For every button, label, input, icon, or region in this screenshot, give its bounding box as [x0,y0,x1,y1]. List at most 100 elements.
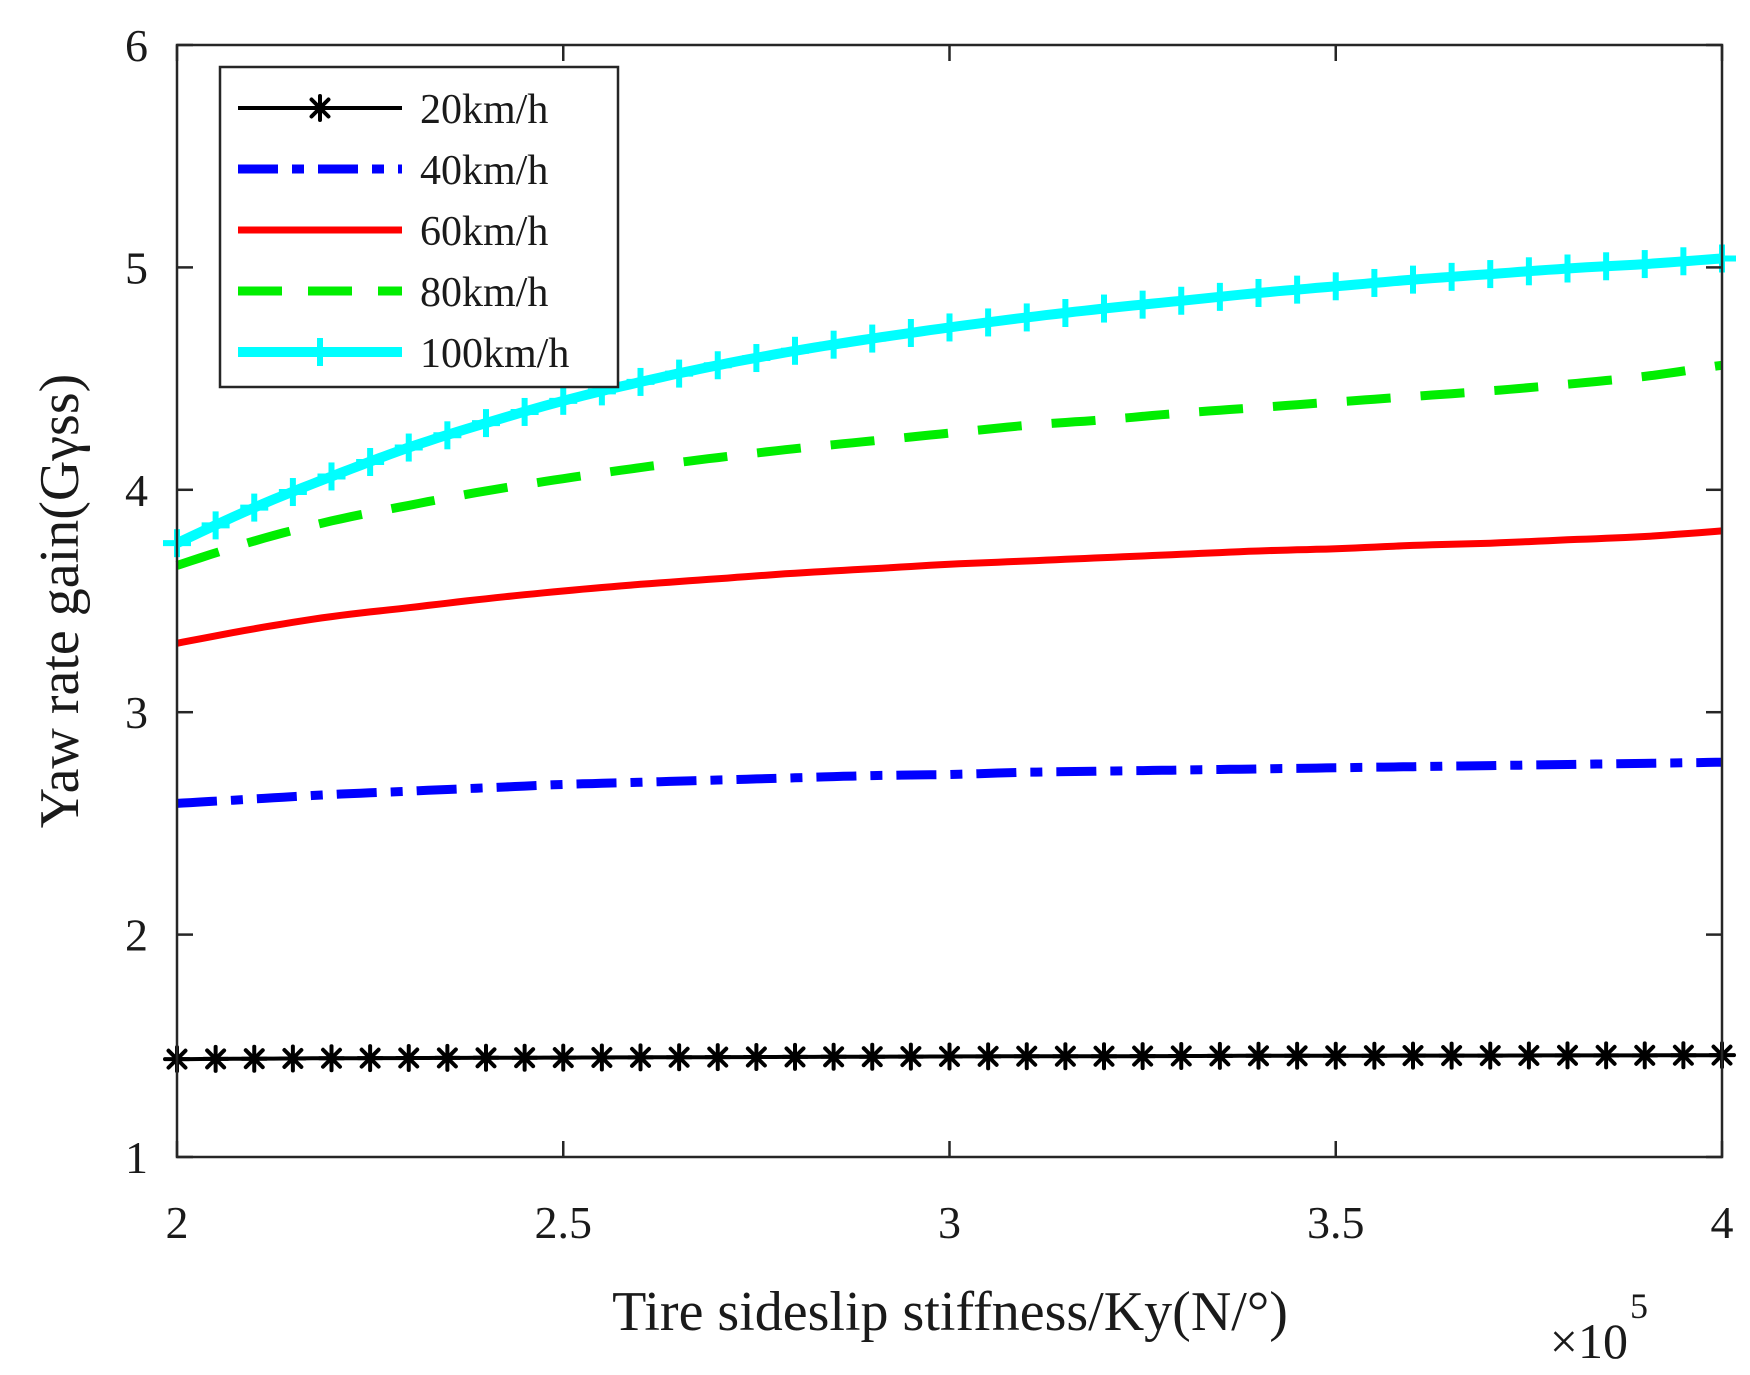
series-marker [896,319,925,348]
x-axis-title: Tire sideslip stiffness/Ky(N/°) [612,1281,1288,1343]
series-marker [1360,1041,1389,1070]
series-marker [278,478,307,507]
series-marker [1399,1041,1427,1070]
legend-item: 60km/h [238,209,548,255]
series-marker [935,1042,964,1071]
series-marker [665,359,694,388]
series-marker [1090,1042,1118,1071]
series-marker [626,1043,655,1072]
legend: 20km/h 40km/h 60km/h 80km/h 100km/h [218,65,620,389]
series-marker [626,367,655,396]
series-marker [240,1044,269,1073]
series-marker [1090,294,1118,323]
x-tick-label: 2.5 [535,1197,593,1248]
series-marker [974,1042,1003,1071]
series-marker [781,1042,809,1071]
series-marker [703,1043,732,1072]
series-marker [394,433,423,462]
series-marker [1167,286,1196,315]
ticks-layer [175,43,1724,1159]
series-marker [1205,282,1234,311]
series-marker [1669,247,1698,276]
series-line-40km/h [176,757,1723,808]
legend-item: 40km/h [238,148,548,194]
series-20km/h [163,1041,1736,1074]
series-marker [1244,278,1273,307]
series-marker [1592,252,1621,281]
series-marker [1669,1041,1698,1070]
series-marker [549,386,578,415]
series-marker [278,1044,307,1073]
series-marker [433,421,462,450]
legend-label: 100km/h [420,331,569,377]
legend-marker [306,338,334,366]
series-marker [742,1043,771,1072]
series-marker [1321,1041,1350,1070]
series-marker [1012,303,1041,332]
series-marker [201,1044,230,1073]
legend-item: 20km/h [238,87,548,133]
series-line-60km/h [176,527,1723,647]
series-marker [974,308,1003,337]
series-marker [1514,257,1543,286]
x-tick-label: 3.5 [1307,1197,1365,1248]
series-line-80km/h [175,360,1723,570]
series-marker [935,313,964,342]
legend-item: 100km/h [238,331,569,377]
series-marker [1051,1042,1080,1071]
series-marker [1592,1041,1621,1070]
legend-label: 40km/h [420,148,548,194]
y-tick-label: 1 [125,1132,148,1183]
y-tick-label: 5 [125,242,148,293]
series-marker [1476,260,1505,289]
series-marker [1128,290,1157,319]
series-marker [472,1043,500,1072]
series-marker [858,1042,887,1071]
series-marker [1283,275,1312,304]
y-tick-label: 6 [125,20,148,71]
multiplier-base: ×10 [1550,1313,1628,1369]
series-40km/h [176,757,1723,808]
series-marker [1399,265,1427,294]
series-marker [510,397,539,426]
series-marker [356,448,385,476]
series-marker [1514,1041,1543,1070]
series-marker [1012,1042,1041,1071]
series-60km/h [176,527,1723,647]
series-marker [394,1044,423,1073]
series-80km/h [175,360,1723,570]
series-marker [1360,268,1389,297]
series-marker [742,344,771,373]
series-marker [896,1042,925,1071]
series-marker [1437,1041,1466,1070]
series-marker [1553,254,1582,283]
series-marker [472,409,500,438]
series-marker [201,511,230,540]
series-100km/h [163,244,1736,558]
x-tick-label: 4 [1711,1197,1734,1248]
y-tick-label: 2 [125,910,148,961]
series-marker [703,351,732,380]
legend-label: 80km/h [420,270,548,316]
series-marker [1630,250,1659,279]
series-marker [1128,1042,1157,1071]
x-tick-label: 3 [938,1197,961,1248]
series-marker [510,1043,539,1072]
series-marker [356,1044,385,1073]
series-marker [1205,1041,1234,1070]
series-marker [819,1042,848,1071]
series-marker [665,1043,694,1072]
series-marker [240,493,269,522]
legend-label: 60km/h [420,209,548,255]
series-marker [1321,272,1350,301]
series-marker [1553,1041,1582,1070]
series-marker [1437,262,1466,291]
series-marker [1630,1041,1659,1070]
multiplier-exponent: 5 [1630,1286,1648,1326]
y-axis-title: Yaw rate gain(Gγss) [29,374,91,829]
series-marker [1283,1041,1312,1070]
y-tick-label: 4 [125,465,148,516]
y-tick-label: 3 [125,687,148,738]
